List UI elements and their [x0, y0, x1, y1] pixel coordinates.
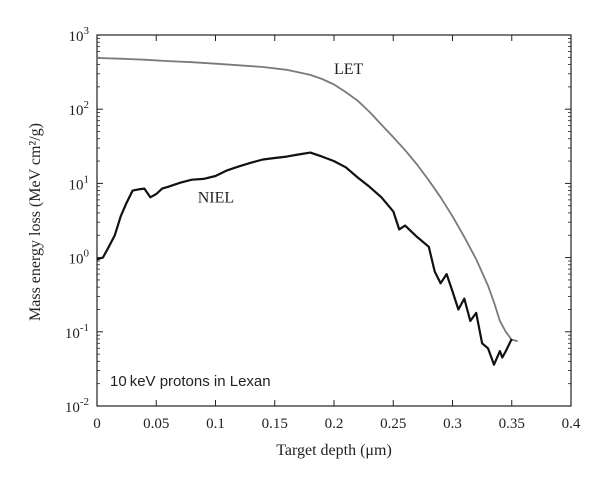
x-tick-label: 0.4 — [562, 416, 581, 432]
x-axis-title: Target depth (μm) — [276, 442, 392, 459]
series-line-niel — [96, 151, 513, 366]
y-axis-title: Mass energy loss (MeV cm²/g) — [27, 123, 44, 321]
y-tick-label: 101 — [69, 173, 90, 193]
x-tick-label: 0.3 — [443, 416, 462, 432]
annotation: 10 keV protons in Lexan — [110, 373, 271, 390]
y-axis-ticks: 10-2 10-1 100 101 102 103 — [65, 25, 571, 416]
series-label-niel: NIEL — [198, 190, 234, 207]
x-tick-label: 0.2 — [325, 416, 344, 432]
x-tick-label: 0.1 — [206, 416, 225, 432]
series-line-let — [96, 57, 518, 342]
series-label-let: LET — [334, 61, 364, 78]
series-labels: LET NIEL — [198, 61, 364, 207]
x-tick-label: 0.15 — [262, 416, 288, 432]
x-tick-label: 0 — [93, 416, 101, 432]
x-tick-label: 0.35 — [499, 416, 525, 432]
y-tick-label: 103 — [69, 25, 90, 45]
x-tick-label: 0.25 — [380, 416, 406, 432]
x-axis-ticks: 0 0.05 0.1 0.15 0.2 0.25 0.3 0.35 0.4 — [93, 35, 581, 432]
x-tick-label: 0.05 — [143, 416, 169, 432]
y-tick-label: 100 — [69, 248, 90, 268]
y-tick-label: 10-2 — [65, 396, 89, 416]
y-tick-label: 102 — [69, 99, 90, 119]
series-layer — [96, 57, 518, 366]
y-tick-label: 10-1 — [65, 322, 89, 342]
